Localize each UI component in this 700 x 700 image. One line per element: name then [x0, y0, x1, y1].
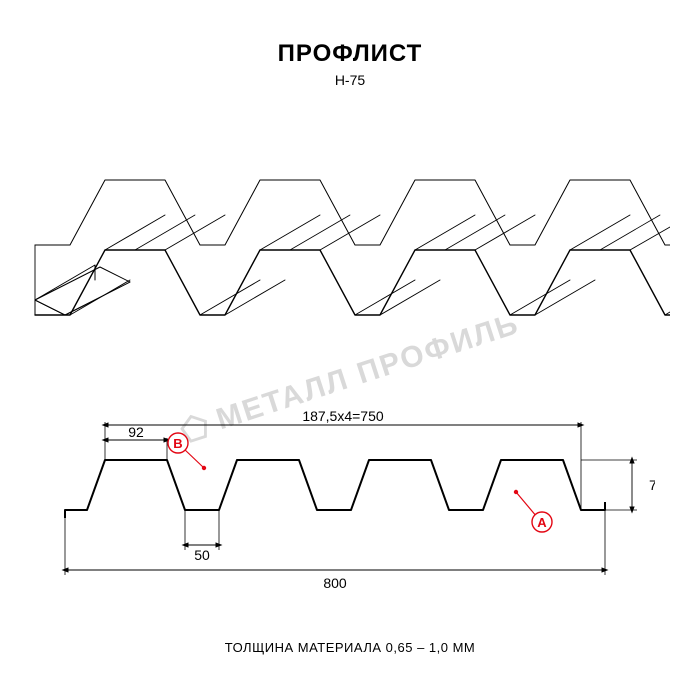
dim-full-width: 800 [323, 575, 347, 591]
dim-height: 75 [649, 477, 655, 493]
footer-text: ТОЛЩИНА МАТЕРИАЛА 0,65 – 1,0 ММ [0, 640, 700, 655]
profile-path [65, 460, 605, 518]
cross-section-view: 92 187,5x4=750 50 800 75 B A [45, 400, 655, 610]
isometric-view [30, 130, 670, 340]
marker-b: B [168, 433, 206, 470]
marker-a: A [514, 490, 552, 532]
page-subtitle: Н-75 [0, 72, 700, 88]
dim-pitch: 187,5x4=750 [302, 408, 384, 424]
dim-top-flat: 92 [128, 424, 144, 440]
dim-bottom-flat: 50 [194, 547, 210, 563]
marker-b-label: B [173, 436, 182, 451]
page-title: ПРОФЛИСТ [0, 40, 700, 68]
marker-a-label: A [537, 515, 547, 530]
